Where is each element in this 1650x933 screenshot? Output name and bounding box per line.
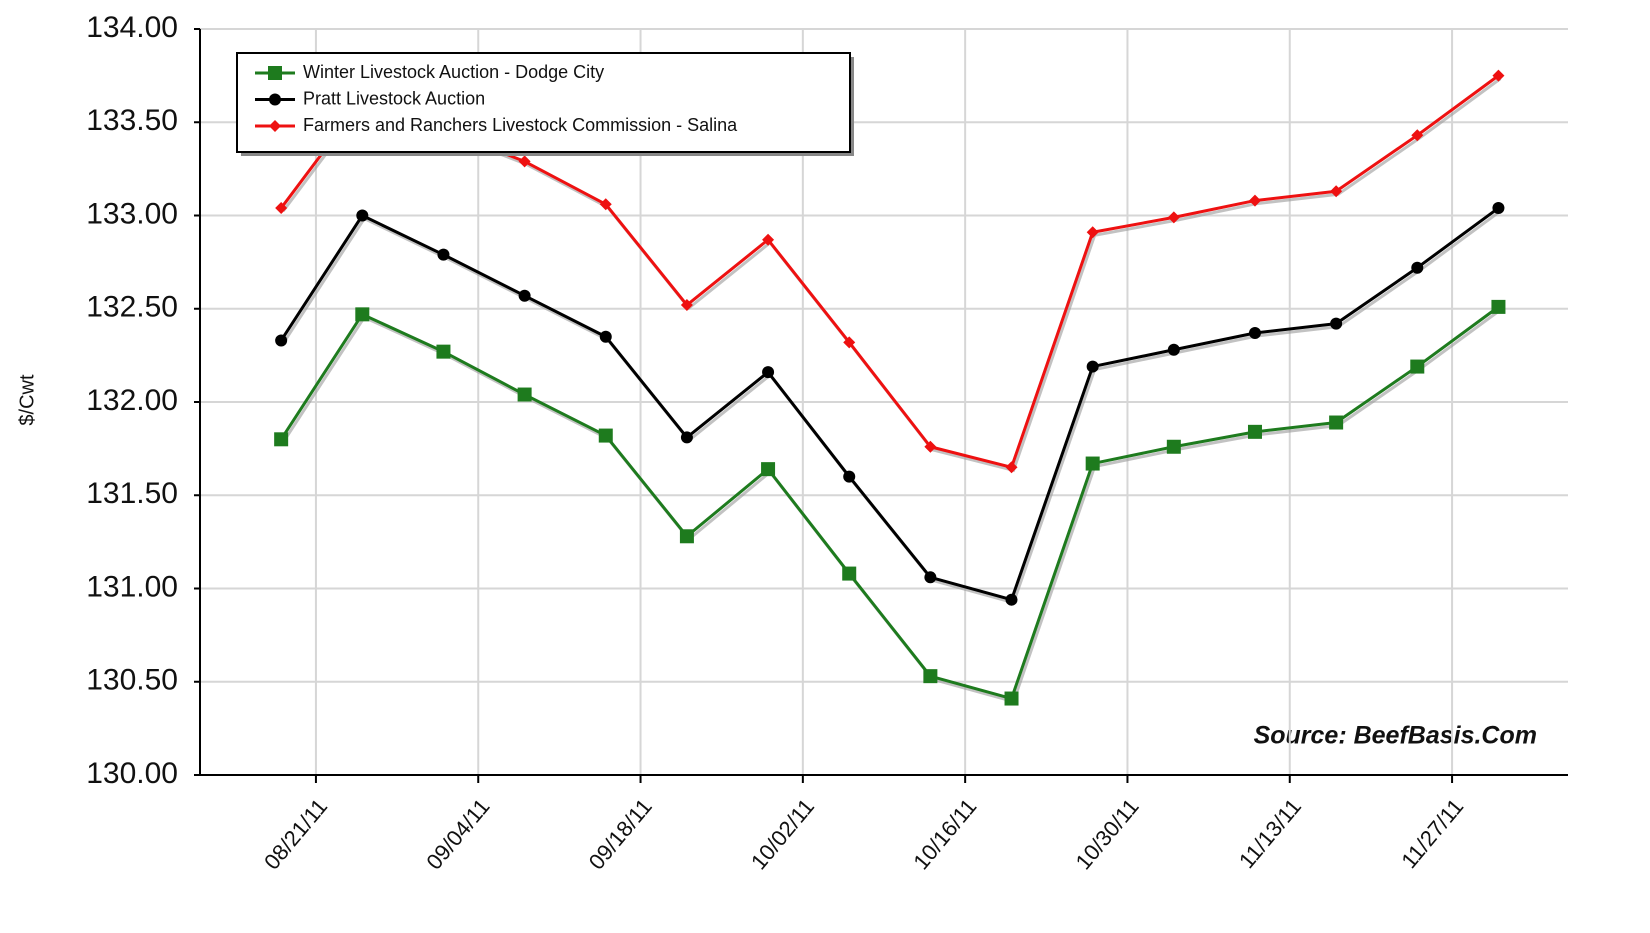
- data-point: [1085, 456, 1100, 471]
- shadow: [281, 308, 1502, 704]
- data-point: [1330, 185, 1343, 198]
- data-point: [1248, 326, 1261, 339]
- y-tick-label: 130.00: [86, 757, 178, 790]
- data-point: [1410, 359, 1425, 374]
- y-tick-label: 132.50: [86, 291, 178, 324]
- data-point: [1005, 593, 1018, 606]
- x-tick-label: 09/18/11: [584, 794, 657, 874]
- data-point: [762, 233, 775, 246]
- data-point: [275, 334, 288, 347]
- data-point: [1166, 439, 1181, 454]
- data-point: [517, 387, 532, 402]
- data-point: [599, 198, 612, 211]
- data-point: [1411, 261, 1424, 274]
- shadow: [281, 209, 1502, 605]
- y-tick-label: 131.50: [86, 477, 178, 510]
- legend-label: Farmers and Ranchers Livestock Commissio…: [303, 115, 738, 135]
- x-tick-label: 11/13/11: [1234, 794, 1306, 873]
- data-point: [762, 366, 775, 379]
- data-point: [355, 307, 370, 322]
- data-point: [924, 440, 937, 453]
- data-point: [1005, 461, 1018, 474]
- data-point: [1167, 343, 1180, 356]
- legend-box: [236, 52, 851, 153]
- legend-marker: [268, 66, 282, 80]
- data-point: [599, 330, 612, 343]
- data-point: [1086, 226, 1099, 239]
- data-point: [275, 202, 288, 215]
- data-point: [1411, 129, 1424, 142]
- series-line: [279, 305, 1500, 701]
- data-point: [1491, 299, 1506, 314]
- data-point: [1167, 211, 1180, 224]
- source-annotation: Source: BeefBasis.Com: [1254, 722, 1537, 750]
- data-point: [1492, 69, 1505, 82]
- legend-marker: [269, 120, 281, 132]
- legend-label: Pratt Livestock Auction: [303, 88, 485, 108]
- data-point: [923, 669, 938, 684]
- data-point: [1086, 360, 1099, 373]
- y-tick-label: 133.00: [86, 197, 178, 230]
- x-tick-label: 09/04/11: [421, 794, 494, 874]
- data-point: [680, 299, 693, 312]
- data-point: [843, 470, 856, 483]
- data-point: [437, 248, 450, 261]
- data-point: [761, 462, 776, 477]
- data-point: [842, 566, 857, 581]
- data-point: [274, 432, 289, 447]
- data-point: [1247, 424, 1262, 439]
- data-point: [1004, 691, 1019, 706]
- x-tick-label: 10/16/11: [908, 794, 981, 874]
- data-point: [436, 344, 451, 359]
- series-line: [279, 206, 1500, 602]
- x-tick-label: 10/02/11: [746, 794, 819, 874]
- data-point: [598, 428, 613, 443]
- data-point: [1329, 415, 1344, 430]
- legend-label: Winter Livestock Auction - Dodge City: [303, 62, 604, 82]
- data-point: [1492, 202, 1505, 215]
- y-tick-label: 130.50: [86, 664, 178, 697]
- legend-marker: [269, 93, 281, 106]
- y-tick-label: 132.00: [86, 384, 178, 417]
- y-tick-label: 131.00: [86, 570, 178, 603]
- data-point: [843, 336, 856, 349]
- data-point: [679, 529, 694, 544]
- x-tick-label: 10/30/11: [1071, 794, 1144, 874]
- data-point: [518, 289, 531, 302]
- data-point: [356, 209, 369, 222]
- x-tick-label: 11/27/11: [1396, 794, 1468, 873]
- data-point: [1248, 194, 1261, 207]
- y-axis-label: $/Cwt: [16, 374, 38, 426]
- data-point: [1330, 317, 1343, 330]
- x-tick-label: 08/21/11: [259, 794, 332, 874]
- data-point: [680, 431, 693, 444]
- y-tick-label: 133.50: [86, 104, 178, 137]
- data-point: [518, 155, 531, 168]
- y-tick-label: 134.00: [86, 11, 178, 44]
- data-point: [924, 571, 937, 584]
